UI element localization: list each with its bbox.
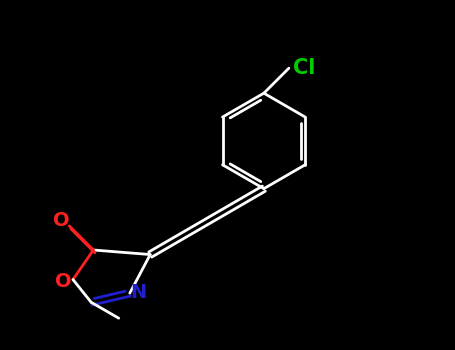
- Text: O: O: [53, 211, 70, 230]
- Text: Cl: Cl: [293, 58, 315, 78]
- Text: O: O: [55, 272, 71, 291]
- Text: N: N: [131, 283, 147, 302]
